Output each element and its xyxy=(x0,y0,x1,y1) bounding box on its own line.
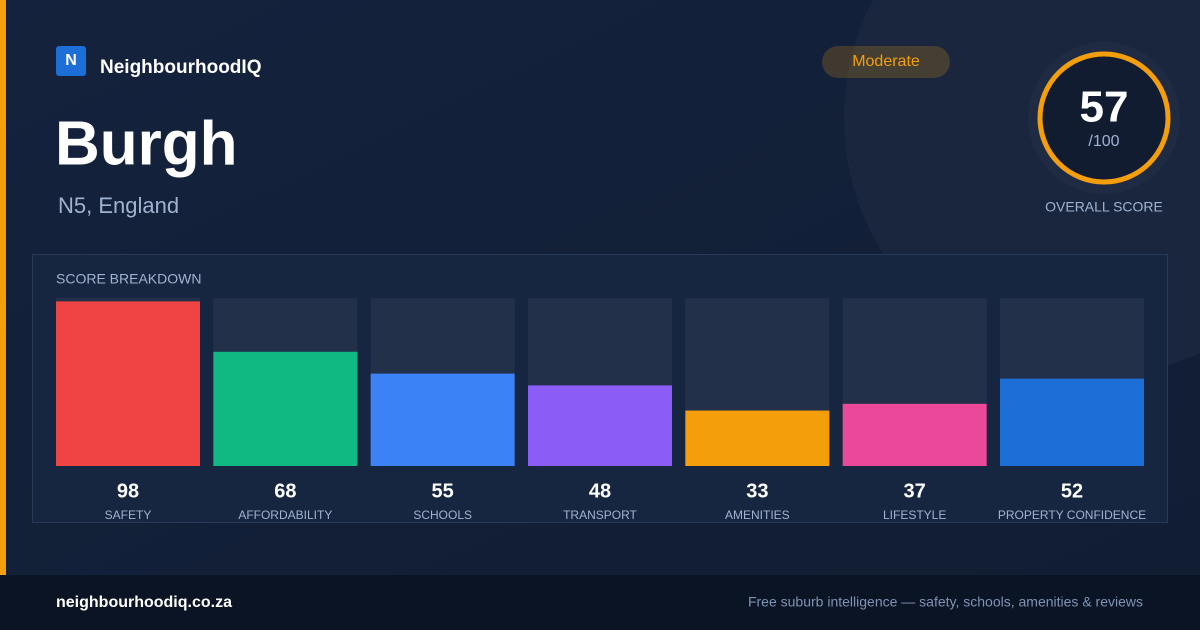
score-value: 57 xyxy=(1080,83,1129,132)
score-label: OVERALL SCORE xyxy=(1045,199,1163,215)
bar-value: 55 xyxy=(432,480,454,502)
footer-tagline: Free suburb intelligence — safety, schoo… xyxy=(748,594,1143,610)
bar xyxy=(685,410,830,466)
place-subtitle: N5, England xyxy=(58,193,179,218)
bar xyxy=(213,351,358,466)
footer-site: neighbourhoodiq.co.za xyxy=(56,594,232,611)
bar-value: 33 xyxy=(746,480,768,502)
bar-value: 52 xyxy=(1061,480,1083,502)
bar-category: LIFESTYLE xyxy=(883,508,946,522)
bar-category: TRANSPORT xyxy=(563,508,637,522)
bar xyxy=(842,403,987,466)
place-title: Burgh xyxy=(55,109,238,178)
bar-category: SAFETY xyxy=(105,508,152,522)
bar-value: 48 xyxy=(589,480,611,502)
badge xyxy=(822,46,950,78)
bar-category: PROPERTY CONFIDENCE xyxy=(998,508,1146,522)
logo xyxy=(56,46,86,76)
bar-category: SCHOOLS xyxy=(413,508,472,522)
bar-value: 37 xyxy=(904,480,926,502)
breakdown-title: SCORE BREAKDOWN xyxy=(56,271,201,287)
bar-value: 68 xyxy=(274,480,296,502)
bar-value: 98 xyxy=(117,480,139,502)
accent-stripe xyxy=(0,0,6,575)
bar xyxy=(370,373,515,466)
badge-text: Moderate xyxy=(852,53,920,70)
score-ring xyxy=(1037,51,1171,185)
bar xyxy=(528,385,672,466)
brand: NeighbourhoodIQ xyxy=(100,57,261,78)
score-out-of: /100 xyxy=(1088,133,1119,150)
logo-letter: N xyxy=(65,52,77,69)
footer xyxy=(0,575,1200,630)
bar-category: AFFORDABILITY xyxy=(238,508,332,522)
bar xyxy=(1000,378,1144,466)
bar-category: AMENITIES xyxy=(725,508,790,522)
bar xyxy=(56,301,200,466)
